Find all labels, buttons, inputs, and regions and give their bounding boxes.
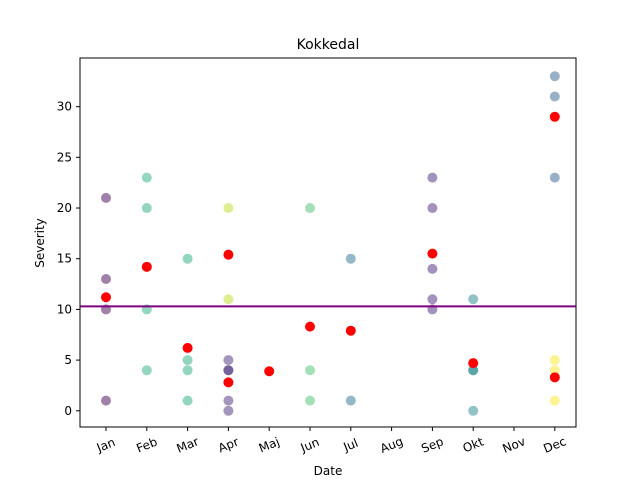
observation-point [468,365,479,376]
observation-point [141,365,152,376]
observation-point [223,203,234,214]
mean-point [141,261,152,272]
observation-point [468,294,479,305]
observation-point [305,395,315,406]
observation-point [223,365,234,376]
mean-point [549,372,560,383]
observation-point [427,203,438,214]
observation-point [345,253,356,264]
observation-point [305,365,315,376]
mean-point [549,111,560,122]
y-tick-label: 10 [57,302,72,316]
y-tick-label: 25 [57,150,72,164]
x-tick-label: Jan [94,435,117,455]
x-tick-label: Jul [341,436,361,455]
observation-point [182,253,193,264]
observation-point [101,192,111,203]
observation-point [182,365,193,376]
observation-point [182,355,193,366]
mean-point [345,325,356,336]
mean-point [182,342,193,353]
observation-point [223,395,234,406]
mean-point [468,358,479,369]
observation-point [101,395,111,406]
x-tick-label: Jun [298,435,322,455]
observation-point [468,405,479,416]
y-tick-label: 30 [57,100,72,114]
mean-point [264,366,275,377]
mean-point [427,248,438,259]
y-axis-label: Severity [33,218,47,268]
mean-point [305,321,315,332]
mean-point [223,377,234,388]
observation-point [549,91,560,102]
observation-point [549,355,560,366]
x-axis-label: Date [314,464,343,478]
y-tick-label: 0 [64,404,72,418]
y-tick-label: 15 [57,252,72,266]
observation-point [549,71,560,82]
observation-point [223,405,234,416]
observation-point [223,294,234,305]
observation-point [141,203,152,214]
plot-area [80,58,576,427]
observation-point [305,203,315,214]
y-tick-label: 5 [64,353,72,367]
chart-title: Kokkedal [297,37,360,53]
mean-point [223,249,234,260]
observation-point [427,294,438,305]
y-axis: 0 5 10 15 20 25 30 [57,100,80,418]
plot-frame [79,57,577,428]
observation-point [345,395,356,406]
y-tick-label: 20 [57,201,72,215]
observation-point [427,172,438,183]
observation-point [141,172,152,183]
mean-point [101,292,111,303]
observation-point [182,395,193,406]
mean-points [101,111,560,388]
observation-point [549,395,560,406]
observation-point [101,273,111,284]
observation-point [549,172,560,183]
observation-point [549,365,560,376]
observation-point [223,355,234,366]
observation-point [427,263,438,274]
